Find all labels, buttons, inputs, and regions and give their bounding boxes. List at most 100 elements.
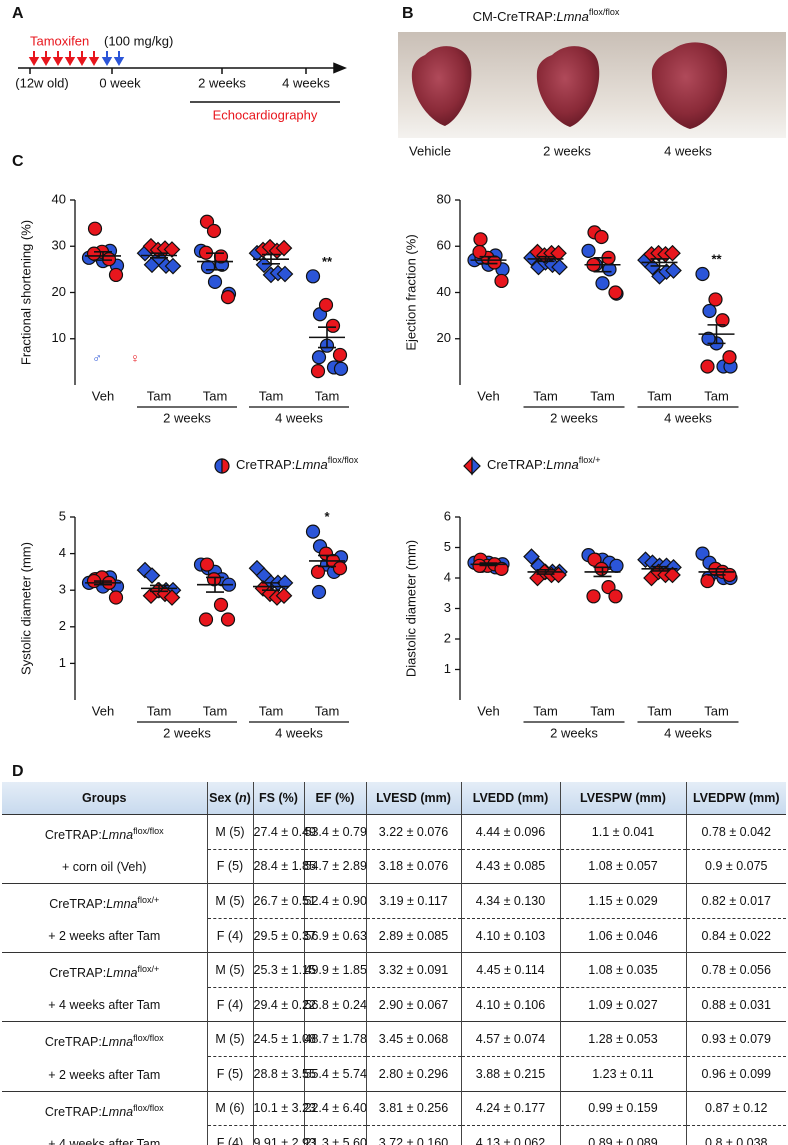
error-bar bbox=[318, 326, 336, 349]
genotype-sup: flox/+ bbox=[137, 964, 160, 975]
y-tick-label: 30 bbox=[52, 238, 66, 253]
injection-arrows bbox=[28, 51, 125, 66]
genotype-prefix: CreTRAP: bbox=[44, 1035, 102, 1050]
data-point bbox=[665, 262, 682, 279]
significance: ** bbox=[322, 254, 333, 269]
value-cell: 24.5 ± 1.08 bbox=[252, 1021, 316, 1057]
value-cell: 49.9 ± 1.85 bbox=[303, 952, 367, 988]
data-point bbox=[594, 229, 609, 245]
value-cell: 54.7 ± 2.89 bbox=[303, 848, 367, 884]
value-cell: 4.43 ± 0.085 bbox=[460, 848, 560, 884]
data-point bbox=[715, 313, 730, 328]
value-cell: 27.4 ± 0.49 bbox=[252, 814, 316, 850]
error-bar bbox=[150, 252, 168, 259]
data-point bbox=[276, 265, 294, 283]
photo-caption: Vehicle bbox=[409, 143, 451, 158]
y-tick-label: 80 bbox=[437, 191, 451, 206]
photo-title: CM-CreTRAP:Lmnaflox/flox bbox=[473, 7, 620, 24]
y-tick-label: 6 bbox=[444, 508, 451, 523]
data-point bbox=[494, 273, 509, 289]
value-cell: 48.7 ± 1.78 bbox=[303, 1021, 367, 1057]
x-tick-label: Tam bbox=[590, 703, 615, 718]
timeline-label: 0 week bbox=[99, 75, 141, 90]
x-tick-label: Tam bbox=[704, 703, 729, 718]
group-note: + 4 weeks after Tam bbox=[48, 1136, 161, 1145]
procedure-label: Echocardiography bbox=[213, 107, 318, 122]
data-point bbox=[213, 597, 229, 612]
column-header: Groups bbox=[2, 782, 207, 815]
data-point bbox=[664, 566, 681, 584]
x-tick-label: Tam bbox=[259, 388, 284, 403]
significance: * bbox=[324, 509, 330, 524]
x-tick-label: Tam bbox=[704, 388, 729, 403]
data-point bbox=[143, 567, 161, 584]
data-point bbox=[722, 350, 737, 365]
x-tick-label: Veh bbox=[92, 703, 114, 718]
error-bar bbox=[536, 255, 555, 263]
data-point bbox=[608, 589, 623, 604]
group-genotype: CreTRAP:Lmnaflox/flox bbox=[2, 1022, 207, 1058]
data-point bbox=[595, 276, 610, 291]
value-cell: 4.10 ± 0.103 bbox=[460, 917, 560, 953]
timeline-label: 2 weeks bbox=[198, 75, 246, 90]
error-bar bbox=[206, 576, 224, 593]
value-cell: 22.4 ± 6.40 bbox=[303, 1090, 367, 1126]
data-point bbox=[305, 524, 321, 539]
x-tick-label: Tam bbox=[590, 388, 615, 403]
group-note: + corn oil (Veh) bbox=[62, 860, 147, 875]
group-cell: CreTRAP:Lmnaflox/flox + 2 weeks after Tam bbox=[2, 1021, 207, 1092]
header-text: Sex ( bbox=[209, 791, 240, 805]
y-tick-label: 60 bbox=[437, 238, 451, 253]
genotype-prefix: CreTRAP: bbox=[49, 966, 107, 981]
group-cell: CreTRAP:Lmnaflox/flox + 4 weeks after Tam bbox=[2, 1090, 207, 1145]
data-point bbox=[609, 558, 624, 573]
value-cell: 3.45 ± 0.068 bbox=[365, 1021, 461, 1057]
panel-label: D bbox=[12, 763, 24, 780]
sex-cell: M (5) bbox=[206, 1021, 253, 1057]
group-genotype: CreTRAP:Lmnaflox/+ bbox=[2, 953, 207, 989]
x-tick-label: Tam bbox=[315, 388, 340, 403]
group-note: + 4 weeks after Tam bbox=[48, 998, 161, 1013]
significance: ** bbox=[711, 251, 722, 266]
value-cell: 1.08 ± 0.035 bbox=[559, 952, 686, 988]
table-row: F (5) 28.4 ± 1.85 54.7 ± 2.89 3.18 ± 0.076 4… bbox=[2, 848, 786, 884]
table-header: Groups Sex (n) FS (%) EF (%) LVESD (mm) LVEDD… bbox=[2, 782, 786, 815]
value-cell: 28.4 ± 1.85 bbox=[252, 848, 316, 884]
group-label: 2 weeks bbox=[163, 410, 211, 425]
y-tick-label: 2 bbox=[444, 630, 451, 645]
sex-cell: M (6) bbox=[206, 1090, 253, 1126]
data-point bbox=[523, 548, 540, 565]
y-tick-label: 3 bbox=[59, 582, 66, 597]
genotype-sup: flox/flox bbox=[133, 826, 164, 836]
group-genotype: CreTRAP:Lmnaflox/flox bbox=[2, 815, 207, 851]
group-label: 4 weeks bbox=[275, 410, 323, 425]
group-cell: CreTRAP:Lmnaflox/+ + 4 weeks after Tam bbox=[2, 952, 207, 1022]
genotype-sup: flox/flox bbox=[133, 1033, 164, 1044]
error-bar bbox=[593, 566, 612, 578]
data-point bbox=[220, 290, 236, 305]
x-tick-label: Veh bbox=[477, 388, 499, 403]
value-cell: 26.7 ± 0.51 bbox=[252, 883, 316, 919]
data-point bbox=[332, 561, 348, 576]
y-axis-label: Diastolic diameter (mm) bbox=[403, 540, 418, 677]
group-label: 4 weeks bbox=[664, 410, 712, 425]
data-point bbox=[581, 243, 596, 258]
panel-label: B bbox=[402, 5, 414, 22]
x-tick-label: Tam bbox=[203, 703, 228, 718]
data-point bbox=[101, 252, 117, 267]
value-cell: 0.88 ± 0.031 bbox=[685, 986, 786, 1022]
table-row: CreTRAP:Lmnaflox/flox + 2 weeks after Tam… bbox=[2, 1021, 786, 1092]
data-point bbox=[594, 561, 609, 576]
legend-label: CreTRAP:Lmnaflox/flox bbox=[236, 455, 359, 472]
column-header: LVESD (mm) bbox=[365, 782, 461, 815]
value-cell: 1.09 ± 0.027 bbox=[559, 986, 686, 1022]
legend-prefix: CreTRAP: bbox=[487, 457, 546, 472]
data-point bbox=[163, 589, 181, 606]
x-tick-label: Veh bbox=[92, 388, 114, 403]
data-point bbox=[310, 564, 326, 580]
table-row: F (5) 28.8 ± 3.55 55.4 ± 5.74 2.80 ± 0.296 3… bbox=[2, 1056, 786, 1092]
value-cell: 0.78 ± 0.042 bbox=[685, 814, 786, 850]
y-tick-label: 4 bbox=[444, 569, 451, 584]
data-point bbox=[473, 232, 488, 247]
legend-gene: Lmna bbox=[295, 457, 328, 472]
